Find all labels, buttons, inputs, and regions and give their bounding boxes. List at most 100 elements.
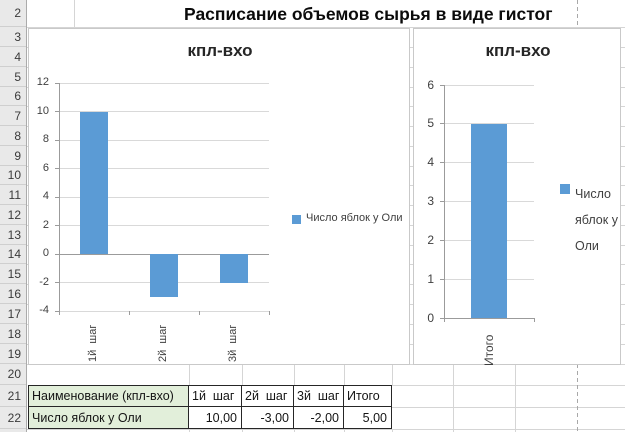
bar-3й-шаг[interactable] xyxy=(220,254,248,283)
bar-Итого[interactable] xyxy=(471,123,507,318)
legend-marker-icon xyxy=(292,215,301,224)
y-axis-label: 8 xyxy=(42,133,49,146)
axis-tick xyxy=(269,311,270,315)
gridline xyxy=(189,429,190,432)
table-header-cell[interactable]: 3й шаг xyxy=(294,385,344,407)
chart-gridline xyxy=(59,225,269,226)
chart-gridline xyxy=(59,111,269,112)
y-axis-label: 0 xyxy=(42,247,49,260)
row-header-cell[interactable]: 5 xyxy=(0,67,26,87)
axis-tick xyxy=(199,311,200,315)
row-header-cell[interactable]: 14 xyxy=(0,245,26,264)
axis-tick xyxy=(55,225,59,226)
chart-1[interactable]: кпл-вхо 12 10 8 6 4 2 0 -2 -4 1й шаг 2й шаг 3й шаг Чи… xyxy=(28,28,410,365)
row-header-cell[interactable]: 16 xyxy=(0,284,26,304)
chart-title: кпл-вхо xyxy=(485,41,551,60)
axis-tick xyxy=(55,139,59,141)
row-header-cell[interactable]: 2 xyxy=(0,0,26,27)
axis-tick xyxy=(440,84,444,86)
row-header-cell[interactable]: 22 xyxy=(0,407,26,429)
row-header-cell[interactable]: 20 xyxy=(0,364,26,385)
axis-tick xyxy=(129,311,130,315)
table-cell[interactable]: Число яблок у Оли xyxy=(28,407,189,429)
sheet-title[interactable]: Расписание объемов сырья в виде гистог xyxy=(184,4,553,24)
gridline xyxy=(189,364,190,385)
gridline xyxy=(242,364,243,385)
gridline xyxy=(392,407,625,408)
y-axis-label: 1 xyxy=(427,271,434,286)
axis-tick xyxy=(440,123,444,125)
legend-label: Число яблок у Оли xyxy=(575,187,618,253)
table-cell[interactable]: -2,00 xyxy=(294,407,344,429)
axis-tick xyxy=(440,278,444,280)
y-axis-label: 6 xyxy=(427,77,434,92)
x-axis-label: 3й шаг xyxy=(227,324,239,362)
chart-gridline xyxy=(444,84,534,86)
table-header-cell[interactable]: 2й шаг xyxy=(242,385,294,407)
axis-tick xyxy=(55,111,59,112)
legend-label: Число яблок у Оли xyxy=(306,212,403,224)
row-header-cell[interactable]: 10 xyxy=(0,166,26,185)
bar-1й-шаг[interactable] xyxy=(80,111,108,254)
legend[interactable]: Число яблок у Оли xyxy=(292,212,403,224)
x-axis-label: Итого xyxy=(482,334,496,366)
table-cell[interactable]: 5,00 xyxy=(344,407,392,429)
chart-gridline xyxy=(59,196,269,198)
bar-2й-шаг[interactable] xyxy=(150,254,178,297)
axis-tick xyxy=(440,317,444,319)
axis-tick xyxy=(55,310,59,312)
axis-tick xyxy=(444,318,445,322)
y-axis-label: 4 xyxy=(427,155,434,170)
gridline xyxy=(344,364,345,385)
row-header-cell[interactable]: 12 xyxy=(0,205,26,225)
gridline xyxy=(392,364,393,385)
row-header-cell[interactable]: 9 xyxy=(0,146,26,166)
legend[interactable]: Число яблок у Оли xyxy=(560,181,625,259)
table-header-cell[interactable]: Наименование (кпл-вхо) xyxy=(28,385,189,407)
y-axis-label: 4 xyxy=(42,190,49,203)
axis-tick xyxy=(55,168,59,169)
y-axis-label: -4 xyxy=(39,304,49,317)
row-header-cell[interactable]: 11 xyxy=(0,185,26,205)
gridline xyxy=(74,0,75,27)
row-header-cell[interactable]: 3 xyxy=(0,27,26,47)
row-header-cell[interactable]: 21 xyxy=(0,385,26,407)
row-header-cell[interactable]: 17 xyxy=(0,304,26,324)
axis-tick xyxy=(440,239,444,241)
gridline xyxy=(294,364,295,385)
table-header-cell[interactable]: 1й шаг xyxy=(189,385,242,407)
y-axis-label: 5 xyxy=(427,116,434,131)
gridline xyxy=(27,27,625,28)
chart-title: кпл-вхо xyxy=(187,41,253,60)
x-axis-label: 2й шаг xyxy=(157,324,169,362)
y-axis-label: 12 xyxy=(36,76,49,89)
table-header-cell[interactable]: Итого xyxy=(344,385,392,407)
chart-gridline xyxy=(59,168,269,169)
table-cell[interactable]: 10,00 xyxy=(189,407,242,429)
legend-marker-icon xyxy=(560,184,570,194)
chart-gridline xyxy=(444,317,534,319)
gridline xyxy=(242,429,243,432)
axis-tick xyxy=(440,201,444,202)
y-axis-label: 10 xyxy=(36,104,49,117)
chart-gridline xyxy=(59,310,269,312)
y-axis-label: 2 xyxy=(427,232,434,247)
row-header-cell[interactable]: 7 xyxy=(0,106,26,126)
row-header-cell[interactable]: 6 xyxy=(0,87,26,106)
gridline xyxy=(392,385,625,386)
gridline xyxy=(294,429,295,432)
chart-2[interactable]: кпл-вхо 6 5 4 3 2 1 0 Итого Число яблок у Оли xyxy=(413,28,621,366)
gridline xyxy=(27,429,625,430)
row-header-cell[interactable]: 15 xyxy=(0,264,26,284)
row-header-cell[interactable]: 4 xyxy=(0,47,26,67)
row-header-cell[interactable]: 19 xyxy=(0,344,26,364)
y-axis-label: -2 xyxy=(39,275,49,288)
chart-gridline xyxy=(59,82,269,84)
table-cell[interactable]: -3,00 xyxy=(242,407,294,429)
row-header-cell[interactable]: 18 xyxy=(0,324,26,344)
axis-tick xyxy=(55,82,59,84)
row-header-cell[interactable]: 13 xyxy=(0,225,26,245)
row-header-cell[interactable]: 8 xyxy=(0,126,26,146)
y-axis-label: 6 xyxy=(42,161,49,174)
